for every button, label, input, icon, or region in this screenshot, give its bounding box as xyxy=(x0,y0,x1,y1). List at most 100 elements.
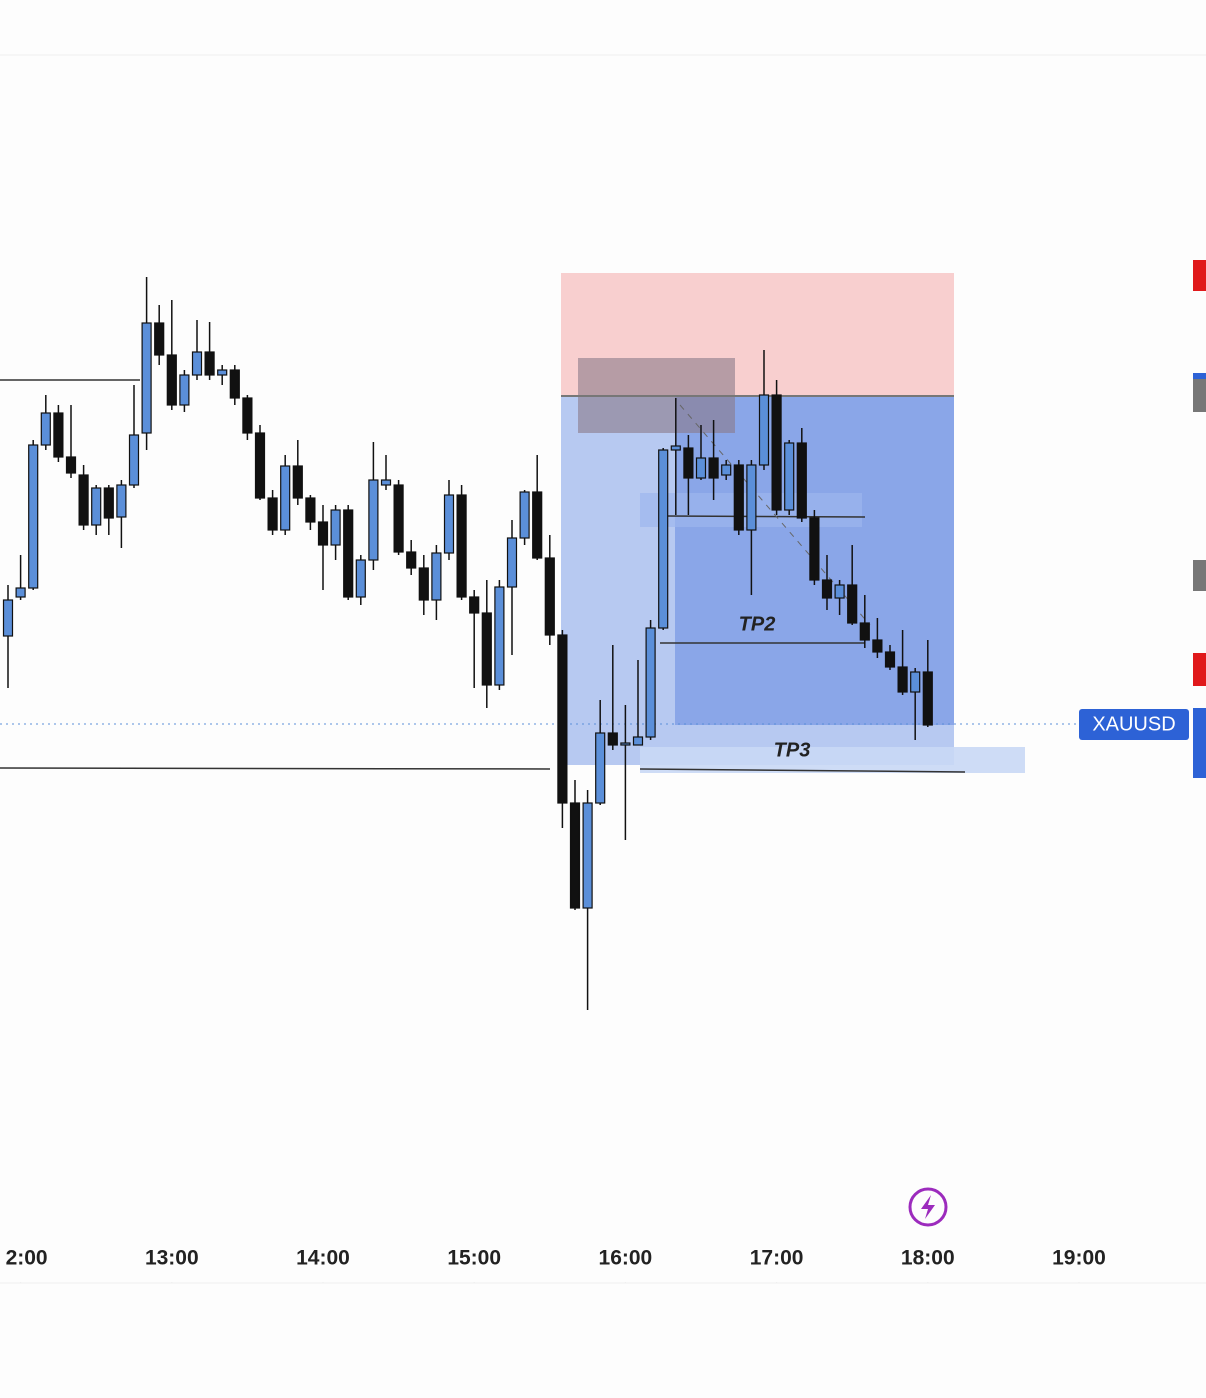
candle-body xyxy=(569,802,581,909)
candle-body xyxy=(2,599,14,637)
candle-body xyxy=(670,445,681,451)
candle-body xyxy=(154,322,165,356)
candle-body xyxy=(847,584,858,624)
symbol-badge xyxy=(1079,709,1189,740)
side-marker xyxy=(1193,373,1206,379)
candle-body xyxy=(78,474,89,526)
candle-body xyxy=(368,479,379,561)
candle-body xyxy=(91,487,102,526)
candle-body xyxy=(53,412,64,458)
candle-body xyxy=(481,612,492,686)
level-line xyxy=(0,767,551,770)
candle-body xyxy=(532,491,543,559)
candle-body xyxy=(721,464,732,476)
candle-body xyxy=(456,494,467,598)
candle-body xyxy=(242,397,253,434)
candle-body xyxy=(607,732,618,746)
candle-body xyxy=(380,479,392,486)
candle-body xyxy=(910,671,921,693)
candle-body xyxy=(834,584,845,599)
candle-body xyxy=(406,551,417,569)
candle-body xyxy=(116,484,127,518)
tp3-line xyxy=(639,768,966,773)
candle-body xyxy=(317,521,329,546)
tp1-line xyxy=(664,515,866,518)
x-tick-label: 14:00 xyxy=(296,1247,350,1270)
candle-body xyxy=(695,457,707,479)
candles xyxy=(2,277,933,1010)
side-marker xyxy=(1193,708,1206,778)
candle-body xyxy=(884,651,896,668)
candle-body xyxy=(746,464,757,531)
candle-body xyxy=(191,351,203,376)
x-tick-label: 16:00 xyxy=(599,1247,653,1270)
candle-body xyxy=(469,596,480,614)
x-axis: 2:00 13:00 14:00 15:00 16:00 17:00 18:00 19:00 xyxy=(6,1247,1106,1283)
candle-body xyxy=(229,369,240,399)
candle-body xyxy=(393,484,404,553)
candle-body xyxy=(28,444,39,589)
candle-body xyxy=(431,552,442,601)
candle-body xyxy=(897,666,908,693)
side-marker xyxy=(1193,260,1206,291)
candle-body xyxy=(217,369,228,376)
event-bolt[interactable] xyxy=(921,1195,935,1219)
x-tick-label: 19:00 xyxy=(1052,1247,1106,1270)
candle-body xyxy=(796,442,807,519)
candle-body xyxy=(582,802,593,909)
candle-body xyxy=(658,449,669,629)
candle-body xyxy=(343,509,354,598)
candle-body xyxy=(859,622,870,641)
candle-body xyxy=(128,434,140,486)
x-tick-label: 18:00 xyxy=(901,1247,955,1270)
candle-body xyxy=(708,457,719,479)
candle-body xyxy=(922,671,933,726)
candle-body xyxy=(355,559,366,598)
candle-body xyxy=(784,442,795,511)
candle-body xyxy=(280,465,291,531)
side-marker xyxy=(1193,653,1206,686)
event-icon[interactable] xyxy=(908,1187,948,1227)
candle-body xyxy=(103,487,114,519)
candle-body xyxy=(166,354,177,406)
candle-body xyxy=(179,374,190,406)
candle-body xyxy=(595,732,606,804)
candle-body xyxy=(519,491,530,539)
x-tick-label: 13:00 xyxy=(145,1247,199,1270)
candle-body xyxy=(809,517,820,581)
candle-body xyxy=(141,322,152,434)
candle-body xyxy=(557,634,568,804)
candle-body xyxy=(254,432,266,499)
candle-body xyxy=(292,465,303,499)
candle-body xyxy=(872,639,883,653)
candle-body xyxy=(65,456,77,474)
event-circle[interactable] xyxy=(908,1187,948,1227)
x-tick-label: 2:00 xyxy=(6,1247,48,1270)
candle-body xyxy=(40,412,51,446)
candle-body xyxy=(494,586,505,686)
tp3-band xyxy=(640,747,1025,773)
candle-body xyxy=(683,447,694,479)
candle-body xyxy=(544,557,555,636)
side-marker xyxy=(1193,560,1206,591)
candle-body xyxy=(620,742,631,746)
candle-body xyxy=(733,464,744,531)
candle-body xyxy=(771,394,782,511)
symbol-label: XAUUSD xyxy=(1092,713,1175,735)
candle-body xyxy=(418,567,429,601)
candle-body xyxy=(204,351,215,376)
annotation: TP2 xyxy=(739,613,776,635)
candle-body xyxy=(305,497,316,523)
x-tick-label: 15:00 xyxy=(447,1247,501,1270)
candle-body xyxy=(330,509,341,546)
annotation: TP3 xyxy=(774,739,811,761)
side-marker xyxy=(1193,379,1206,412)
candle-body xyxy=(15,587,26,598)
candle-body xyxy=(267,497,278,531)
candle-body xyxy=(506,537,518,588)
candle-body xyxy=(632,736,644,746)
candle-body xyxy=(443,494,455,554)
x-tick-label: 17:00 xyxy=(750,1247,804,1270)
